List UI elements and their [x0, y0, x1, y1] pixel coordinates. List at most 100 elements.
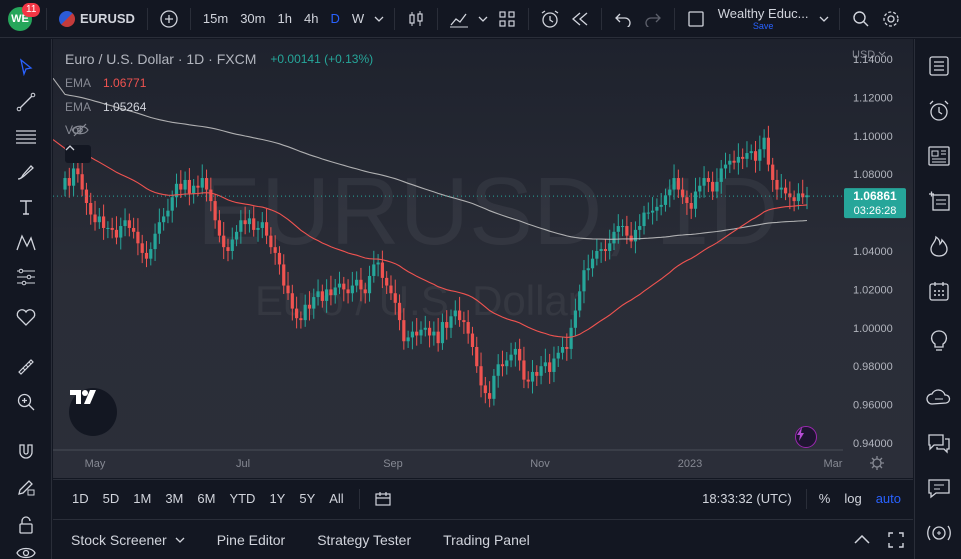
auto-toggle[interactable]: auto — [875, 491, 901, 506]
eye-icon — [16, 547, 36, 559]
range-5y[interactable]: 5Y — [299, 491, 316, 506]
symbol-legend[interactable]: Euro / U.S. Dollar · 1D · FXCM +0.00141 … — [65, 51, 373, 67]
user-avatar-button[interactable]: WE 11 — [0, 0, 41, 38]
candle-body — [612, 231, 616, 244]
timeframe-dropdown[interactable] — [370, 0, 388, 38]
candle-body — [162, 216, 166, 223]
alert-button[interactable] — [535, 0, 565, 38]
tab-strategy-tester[interactable]: Strategy Tester — [317, 531, 412, 548]
ideas-button[interactable] — [925, 327, 953, 355]
timeframe-1h[interactable]: 1h — [277, 11, 292, 26]
range-1d[interactable]: 1D — [72, 491, 89, 506]
brush-tool[interactable] — [12, 158, 40, 186]
layout-name-button[interactable]: Wealthy Educ... Save — [711, 0, 815, 38]
layout-button[interactable] — [681, 0, 711, 38]
ema-slow-legend[interactable]: EMA 1.05264 — [65, 100, 146, 114]
price-tick-label: 0.94000 — [853, 438, 893, 450]
eye-off-icon[interactable] — [71, 123, 89, 137]
tab-pine-editor[interactable]: Pine Editor — [216, 531, 286, 548]
indicators-dropdown[interactable] — [474, 0, 492, 38]
drawing-mode-tool[interactable] — [12, 473, 40, 501]
candle-body — [204, 178, 209, 190]
timeframe-d[interactable]: D — [330, 11, 340, 26]
range-6m[interactable]: 6M — [197, 491, 216, 506]
tab-stock-screener[interactable]: Stock Screener — [53, 532, 201, 548]
text-tool[interactable] — [12, 193, 40, 221]
collapse-legend-button[interactable] — [65, 145, 91, 163]
chart-canvas[interactable]: EURUSD, 1D Euro / U.S. Dollar USD 1.1400… — [53, 39, 913, 478]
drawing-toolbar — [0, 39, 52, 559]
settings-button[interactable] — [876, 0, 906, 38]
timeframe-15m[interactable]: 15m — [202, 11, 229, 26]
help-button[interactable] — [925, 519, 953, 547]
candle-body — [668, 189, 672, 196]
ema-fast-legend[interactable]: EMA 1.06771 — [65, 76, 146, 90]
news-button[interactable] — [925, 142, 953, 170]
candle-body — [303, 304, 307, 321]
timeframe-30m[interactable]: 30m — [240, 11, 266, 26]
forecast-icon — [17, 268, 35, 286]
divider — [394, 7, 396, 30]
alerts-button[interactable] — [925, 97, 953, 125]
range-1m[interactable]: 1M — [133, 491, 152, 506]
trendline-tool[interactable] — [12, 88, 40, 116]
volume-legend[interactable]: Vol — [65, 123, 89, 137]
compare-add-button[interactable] — [154, 0, 184, 38]
zoom-tool[interactable] — [12, 388, 40, 416]
templates-button[interactable] — [492, 0, 522, 38]
redo-button[interactable] — [638, 0, 668, 38]
data-window-button[interactable] — [925, 187, 953, 215]
undo-button[interactable] — [608, 0, 638, 38]
cursor-tool[interactable] — [12, 53, 40, 81]
search-button[interactable] — [846, 0, 876, 38]
lightning-button[interactable] — [795, 426, 817, 448]
axis-settings-gear-icon[interactable] — [870, 456, 884, 470]
tab-trading-panel[interactable]: Trading Panel — [443, 531, 530, 548]
indicators-button[interactable] — [444, 0, 474, 38]
watchlist-icon — [929, 56, 949, 76]
public-chats-button[interactable] — [925, 474, 953, 502]
timeframe-4h[interactable]: 4h — [303, 11, 319, 26]
streams-button[interactable] — [925, 384, 953, 412]
candle-body — [732, 160, 736, 163]
timeframe-w[interactable]: W — [351, 11, 365, 26]
log-toggle[interactable]: log — [844, 491, 862, 506]
chats-button[interactable] — [925, 429, 953, 457]
goto-date-button[interactable] — [368, 491, 398, 507]
collapse-panel-button[interactable] — [845, 535, 879, 544]
candle-body — [702, 178, 706, 186]
fib-tool[interactable] — [12, 123, 40, 151]
range-3m[interactable]: 3M — [165, 491, 184, 506]
tradingview-logo[interactable] — [69, 388, 117, 436]
magnet-tool[interactable] — [12, 438, 40, 466]
hide-drawings-tool[interactable] — [12, 539, 40, 559]
candle-body — [427, 327, 432, 336]
symbol-search-button[interactable]: EURUSD — [53, 0, 141, 38]
ema-fast-line — [53, 139, 808, 338]
utc-clock[interactable]: 18:33:32 (UTC) — [702, 491, 792, 506]
measure-tool[interactable] — [12, 353, 40, 381]
hotlists-button[interactable] — [925, 232, 953, 260]
percent-toggle[interactable]: % — [818, 491, 831, 506]
replay-button[interactable] — [565, 0, 595, 38]
range-all[interactable]: All — [329, 491, 344, 506]
range-1y[interactable]: 1Y — [269, 491, 286, 506]
broadcast-icon — [927, 525, 951, 541]
chart-pane[interactable]: EURUSD, 1D Euro / U.S. Dollar USD 1.1400… — [53, 39, 913, 478]
currency-label[interactable]: USD — [852, 49, 875, 61]
range-ytd[interactable]: YTD — [229, 491, 256, 506]
watchlist-button[interactable] — [925, 52, 953, 80]
favorites-tool[interactable] — [12, 303, 40, 331]
calendar-button[interactable] — [925, 277, 953, 305]
date-range-bar: 1D 5D 1M 3M 6M YTD 1Y 5Y All 18:33:32 (U… — [53, 479, 913, 517]
candle-body — [247, 218, 252, 225]
lock-tool[interactable] — [12, 511, 40, 539]
pattern-tool[interactable] — [12, 228, 40, 256]
layout-dropdown[interactable] — [815, 0, 833, 38]
watermark-symbol: EURUSD, 1D — [197, 158, 778, 265]
chart-type-button[interactable] — [401, 0, 431, 38]
candle-body — [706, 178, 710, 182]
maximize-panel-button[interactable] — [879, 531, 913, 548]
prediction-tool[interactable] — [12, 263, 40, 291]
range-5d[interactable]: 5D — [102, 491, 120, 506]
